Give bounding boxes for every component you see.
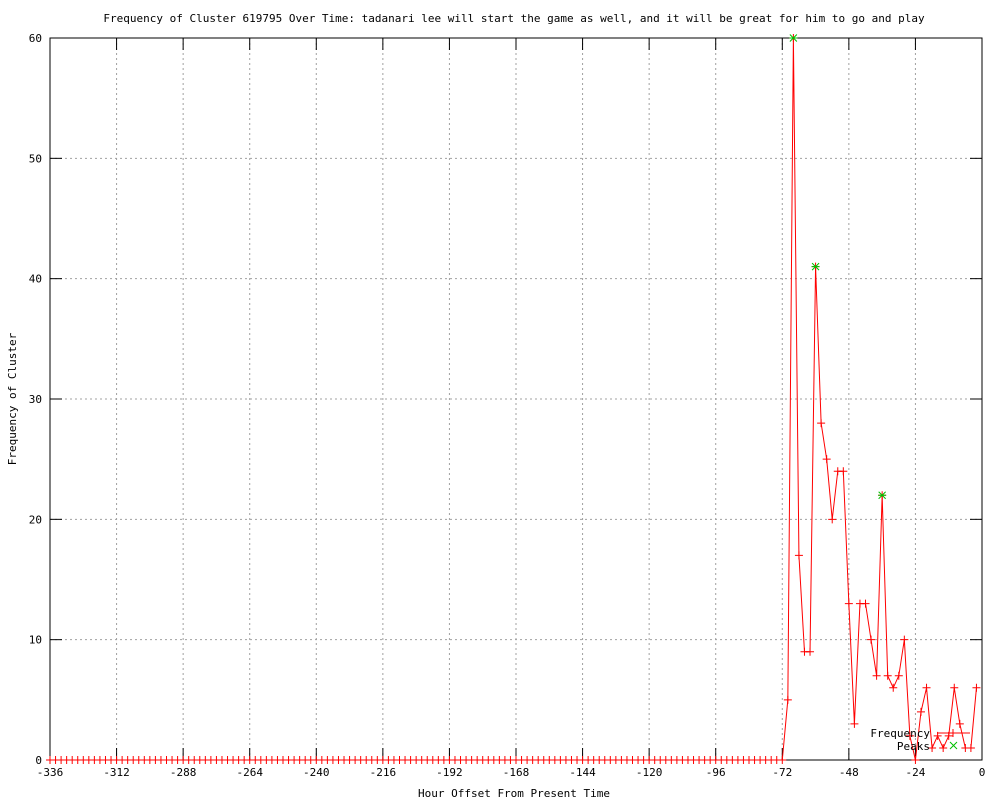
- peak-point: [878, 491, 887, 500]
- x-tick-label: -312: [103, 766, 130, 779]
- frequency-point: [822, 455, 831, 464]
- x-tick-label: -168: [503, 766, 530, 779]
- frequency-point: [839, 467, 848, 476]
- legend: Frequency Peaks: [870, 727, 970, 753]
- frequency-point: [872, 671, 881, 680]
- frequency-point: [794, 551, 803, 560]
- legend-marker-frequency: [949, 729, 957, 737]
- x-tick-label: -48: [839, 766, 859, 779]
- legend-label-peaks: Peaks: [897, 740, 930, 753]
- y-tick-label: 30: [29, 393, 42, 406]
- frequency-point: [889, 683, 898, 692]
- x-tick-label: -72: [772, 766, 792, 779]
- y-tick-label: 50: [29, 152, 42, 165]
- x-tick-label: -144: [569, 766, 596, 779]
- frequency-point: [955, 719, 964, 728]
- y-tick-label: 0: [35, 754, 42, 767]
- frequency-point: [928, 743, 937, 752]
- x-tick-label: -216: [370, 766, 397, 779]
- frequency-line: [50, 37, 977, 761]
- frequency-point: [828, 515, 837, 524]
- x-tick-label: -336: [37, 766, 64, 779]
- x-axis-label: Hour Offset From Present Time: [418, 787, 610, 800]
- legend-marker-peaks: [949, 741, 958, 750]
- x-tick-label: -24: [905, 766, 925, 779]
- frequency-point: [861, 599, 870, 608]
- frequency-point: [905, 731, 914, 740]
- frequency-point: [867, 635, 876, 644]
- x-tick-label: -192: [436, 766, 463, 779]
- y-tick-label: 20: [29, 513, 42, 526]
- frequency-point: [916, 707, 925, 716]
- x-tick-label: -264: [236, 766, 263, 779]
- frequency-point: [883, 671, 892, 680]
- series-layer: [46, 34, 981, 764]
- y-tick-label: 40: [29, 273, 42, 286]
- frequency-point: [922, 683, 931, 692]
- frequency-point: [966, 743, 975, 752]
- y-tick-label: 10: [29, 634, 42, 647]
- y-axis-label: Frequency of Cluster: [6, 332, 19, 465]
- legend-label-frequency: Frequency: [870, 727, 930, 740]
- frequency-point: [950, 683, 959, 692]
- frequency-point: [972, 683, 981, 692]
- x-tick-label: -120: [636, 766, 663, 779]
- peak-point: [789, 34, 798, 42]
- frequency-point: [850, 719, 859, 728]
- x-tick-label: 0: [979, 766, 986, 779]
- frequency-point: [783, 695, 792, 704]
- frequency-point: [806, 647, 815, 656]
- frequency-point: [900, 635, 909, 644]
- y-tick-label: 60: [29, 32, 42, 45]
- x-tick-label: -240: [303, 766, 330, 779]
- grid: [50, 38, 982, 760]
- x-tick-label: -96: [706, 766, 726, 779]
- frequency-point: [894, 671, 903, 680]
- peak-point: [811, 262, 820, 271]
- frequency-point: [844, 599, 853, 608]
- frequency-point: [939, 743, 948, 752]
- frequency-point: [778, 756, 787, 764]
- axis-ticks: -336 -312 -288 -264 -240 -216 -192 -168 -144 -120…: [29, 32, 986, 779]
- frequency-point: [817, 419, 826, 428]
- chart-title: Frequency of Cluster 619795 Over Time: t…: [103, 12, 925, 25]
- frequency-point: [911, 756, 920, 764]
- x-tick-label: -288: [170, 766, 197, 779]
